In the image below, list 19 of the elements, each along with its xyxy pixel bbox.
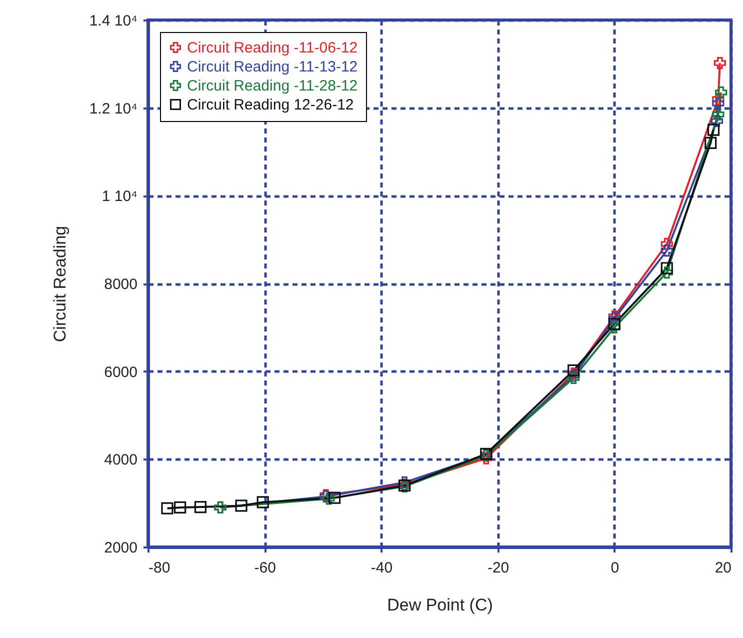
y-tick-label: 1.4 10⁴ [89, 12, 138, 30]
legend-label: Circuit Reading -11-06-12 [187, 40, 358, 56]
y-tick-label: 6000 [104, 364, 138, 381]
x-tick-label: -60 [254, 560, 276, 576]
y-tick-label: 2000 [104, 540, 138, 556]
y-axis-title: Circuit Reading [50, 226, 70, 342]
y-tick-label: 1 10⁴ [102, 188, 138, 206]
x-axis-title: Dew Point (C) [387, 596, 493, 614]
y-tick-label: 4000 [104, 452, 138, 469]
legend-label: Circuit Reading -11-28-12 [187, 78, 358, 94]
x-tick-label: -40 [370, 560, 393, 576]
y-tick-label: 8000 [104, 276, 138, 293]
legend-label: Circuit Reading -11-13-12 [187, 58, 358, 76]
x-tick-label: -80 [148, 560, 170, 576]
legend-label: Circuit Reading 12-26-12 [187, 96, 354, 114]
y-tick-label: 1.2 10⁴ [89, 100, 138, 118]
x-tick-label: 20 [714, 560, 732, 576]
x-tick-label: -20 [487, 560, 510, 576]
x-tick-label: 0 [610, 560, 620, 576]
